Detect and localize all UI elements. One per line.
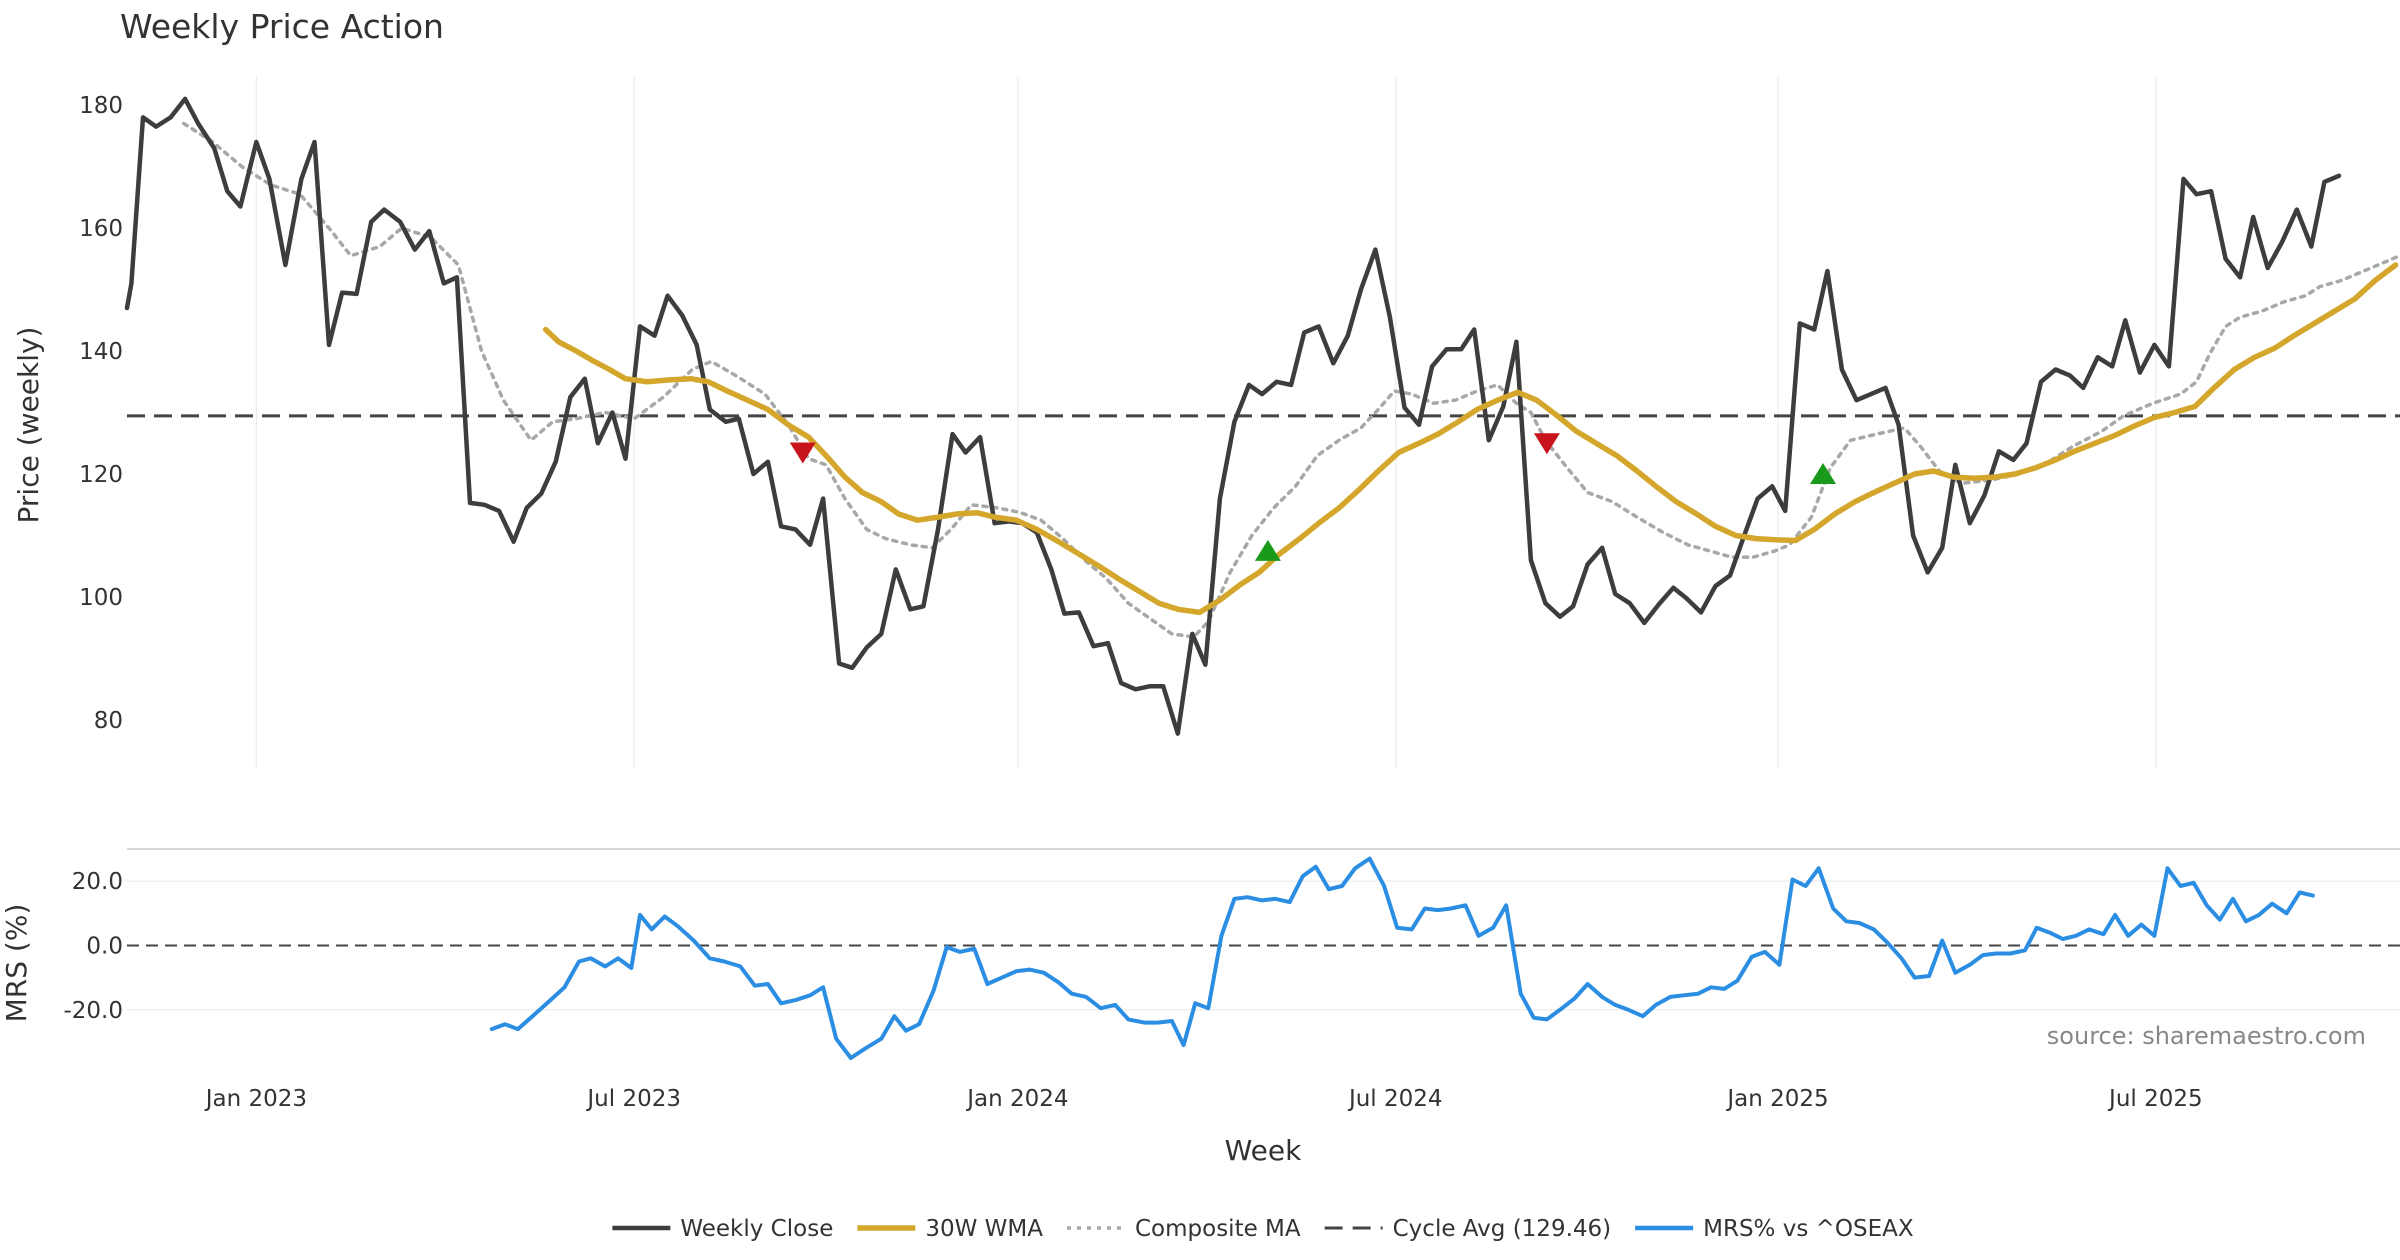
- wma-30w-line: [542, 262, 2399, 616]
- x-tick-label: Jul 2024: [1347, 1086, 1443, 1112]
- mrs-gridlines: [127, 880, 2400, 1011]
- mrs-line: [489, 856, 2315, 1060]
- mrs-y-tick-label: -20.0: [63, 998, 123, 1024]
- signal-markers: [789, 433, 1837, 561]
- legend-label-close: Weekly Close: [680, 1216, 833, 1242]
- mrs-y-tick-label: 20.0: [72, 869, 123, 895]
- price-y-axis-title: Price (weekly): [12, 327, 45, 524]
- legend-label-wma: 30W WMA: [925, 1216, 1043, 1242]
- mrs-y-axis-title: MRS (%): [0, 904, 33, 1023]
- source-label: source: sharemaestro.com: [2047, 1022, 2366, 1050]
- price-y-tick-label: 100: [79, 585, 123, 611]
- chart-title: Weekly Price Action: [120, 7, 444, 46]
- price-y-tick-label: 160: [79, 216, 123, 242]
- legend: Weekly Close 30W WMA Composite MA Cycle Avg…: [612, 1216, 1914, 1242]
- x-axis-title: Week: [1225, 1134, 1302, 1167]
- price-y-ticks: 80 100 120 140 160 180: [79, 93, 123, 734]
- price-panel: 80 100 120 140 160 180 Price (weekly): [12, 76, 2400, 768]
- mrs-y-tick-label: 0.0: [86, 933, 123, 959]
- legend-label-composite: Composite MA: [1135, 1216, 1301, 1242]
- sell-signal-marker: [1533, 433, 1560, 455]
- weekly-close-line: [124, 96, 2342, 736]
- price-y-tick-label: 80: [94, 708, 123, 734]
- x-tick-label: Jan 2025: [1725, 1086, 1828, 1112]
- x-tick-label: Jul 2025: [2107, 1086, 2203, 1112]
- mrs-panel: -20.0 0.0 20.0 MRS (%) source: sharemaestr…: [0, 856, 2400, 1060]
- buy-signal-marker: [1254, 539, 1281, 561]
- x-tick-label: Jan 2023: [204, 1086, 307, 1112]
- x-axis-ticks: Jan 2023 Jul 2023 Jan 2024 Jul 2024 Jan 2025…: [204, 1086, 2203, 1112]
- price-gridlines: [255, 76, 2157, 768]
- price-y-tick-label: 140: [79, 339, 123, 365]
- price-y-tick-label: 180: [79, 93, 123, 119]
- price-y-tick-label: 120: [79, 462, 123, 488]
- sell-signal-marker: [789, 442, 816, 464]
- x-tick-label: Jul 2023: [585, 1086, 681, 1112]
- x-tick-label: Jan 2024: [965, 1086, 1068, 1112]
- legend-label-cycle: Cycle Avg (129.46): [1393, 1216, 1612, 1242]
- buy-signal-marker: [1810, 463, 1837, 485]
- mrs-y-ticks: -20.0 0.0 20.0: [63, 869, 123, 1024]
- legend-label-mrs: MRS% vs ^OSEAX: [1703, 1216, 1914, 1242]
